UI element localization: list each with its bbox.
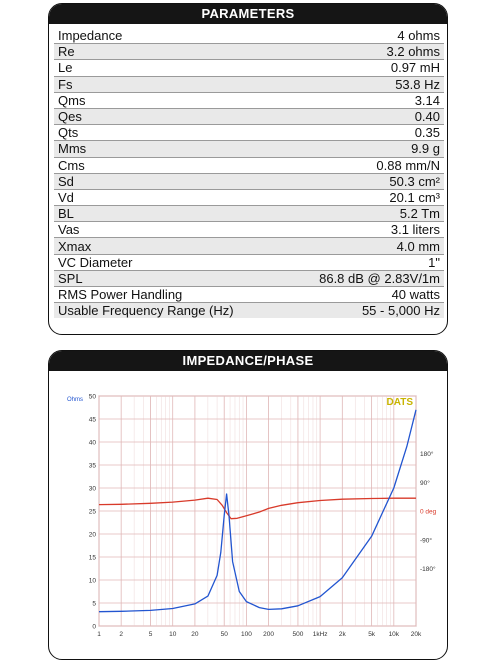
x-tick-label: 20 [191, 631, 199, 638]
parameter-value: 20.1 cm³ [283, 189, 444, 207]
parameter-label: Mms [54, 140, 284, 158]
impedance-phase-panel: IMPEDANCE/PHASE 1 2 5 10 20 50 100 200 500 1kHz 2k… [48, 350, 448, 660]
parameter-row: Xmax 4.0 mm [54, 237, 444, 255]
parameter-value: 9.9 g [283, 140, 444, 158]
parameter-value: 55 - 5,000 Hz [283, 302, 444, 319]
x-tick-label: 200 [263, 631, 274, 638]
x-tick-label: 20k [411, 631, 422, 638]
parameter-row: SPL 86.8 dB @ 2.83V/1m [54, 270, 444, 288]
parameter-label: Sd [54, 173, 284, 190]
x-tick-label: 50 [221, 631, 229, 638]
x-tick-label: 5 [149, 631, 153, 638]
x-tick-label: 2 [119, 631, 123, 638]
parameter-row: Qes 0.40 [54, 108, 444, 126]
parameter-row: Usable Frequency Range (Hz) 55 - 5,000 Hz [54, 302, 444, 319]
parameter-value: 3.1 liters [283, 221, 444, 239]
x-tick-label: 5k [368, 631, 376, 638]
phase-tick-label: -90° [420, 536, 432, 544]
parameter-label: Re [54, 43, 284, 61]
phase-tick-label: -180° [420, 565, 436, 573]
parameter-row: BL 5.2 Tm [54, 205, 444, 223]
x-tick-label: 10k [389, 631, 400, 638]
parameter-label: Le [54, 59, 284, 77]
y-tick-label: 20 [89, 532, 97, 539]
parameter-value: 3.14 [283, 92, 444, 109]
parameter-row: Vd 20.1 cm³ [54, 189, 444, 207]
impedance-phase-chart: 1 2 5 10 20 50 100 200 500 1kHz 2k 5k 10k 20k05101520… [67, 394, 437, 639]
parameter-row: Fs 53.8 Hz [54, 76, 444, 93]
y-tick-label: 45 [89, 417, 97, 424]
dats-watermark: DATS [387, 397, 414, 408]
parameter-value: 0.35 [283, 124, 444, 142]
parameter-row: Vas 3.1 liters [54, 221, 444, 239]
impedance-curve [98, 409, 417, 613]
parameter-label: Qts [54, 124, 284, 142]
parameter-value: 0.40 [283, 108, 444, 126]
y-tick-label: 10 [89, 578, 97, 585]
x-tick-label: 10 [169, 631, 177, 638]
parameter-value: 5.2 Tm [283, 205, 444, 223]
parameter-row: Mms 9.9 g [54, 140, 444, 158]
parameter-value: 3.2 ohms [283, 43, 444, 61]
x-tick-label: 1 [97, 631, 101, 638]
parameter-label: SPL [54, 270, 284, 288]
y-tick-label: 30 [89, 486, 97, 493]
parameter-label: Fs [54, 76, 284, 93]
parameter-row: Sd 50.3 cm² [54, 173, 444, 190]
x-tick-label: 1kHz [313, 631, 328, 638]
parameter-value: 50.3 cm² [283, 173, 444, 190]
parameter-row: Le 0.97 mH [54, 59, 444, 77]
y-tick-label: 25 [89, 509, 97, 516]
parameter-label: Usable Frequency Range (Hz) [54, 302, 284, 319]
parameter-label: Vas [54, 221, 284, 239]
y-tick-label: 0 [92, 624, 96, 631]
y-tick-label: 40 [89, 440, 97, 447]
parameter-value: 4 ohms [283, 28, 444, 45]
parameter-label: RMS Power Handling [54, 286, 284, 304]
parameter-label: BL [54, 205, 284, 223]
parameter-row: Impedance 4 ohms [54, 28, 444, 45]
parameter-value: 40 watts [283, 286, 444, 304]
parameter-value: 86.8 dB @ 2.83V/1m [283, 270, 444, 288]
parameter-row: Re 3.2 ohms [54, 43, 444, 61]
parameter-value: 0.97 mH [283, 59, 444, 77]
parameter-row: VC Diameter 1" [54, 254, 444, 271]
phase-tick-label: 180° [420, 450, 434, 458]
impedance-phase-title: IMPEDANCE/PHASE [49, 351, 447, 371]
y-tick-label: 15 [89, 555, 97, 562]
parameter-row: Qms 3.14 [54, 92, 444, 109]
parameter-label: VC Diameter [54, 254, 284, 271]
parameter-row: RMS Power Handling 40 watts [54, 286, 444, 304]
parameters-panel: PARAMETERS Impedance 4 ohms Re 3.2 ohms Le 0.… [48, 3, 448, 335]
x-tick-label: 100 [241, 631, 252, 638]
phase-tick-label: 90° [420, 479, 430, 487]
parameter-label: Impedance [54, 28, 284, 45]
phase-curve [98, 497, 416, 520]
parameter-value: 1" [283, 254, 444, 271]
left-unit-label: Ohms [67, 397, 83, 403]
parameter-row: Qts 0.35 [54, 124, 444, 142]
parameter-value: 0.88 mm/N [283, 157, 444, 174]
parameter-value: 4.0 mm [283, 237, 444, 255]
phase-tick-label: 0 deg [420, 509, 437, 516]
x-tick-label: 2k [339, 631, 347, 638]
y-tick-label: 35 [89, 463, 97, 470]
parameter-label: Vd [54, 189, 284, 207]
parameters-table: Impedance 4 ohms Re 3.2 ohms Le 0.97 mH Fs 53.8… [54, 28, 444, 319]
parameter-label: Xmax [54, 237, 284, 255]
parameter-row: Cms 0.88 mm/N [54, 157, 444, 174]
parameter-label: Qes [54, 108, 284, 126]
parameters-title: PARAMETERS [49, 4, 447, 24]
parameter-label: Cms [54, 157, 284, 174]
y-tick-label: 5 [92, 601, 96, 608]
parameter-label: Qms [54, 92, 284, 109]
parameter-value: 53.8 Hz [283, 76, 444, 93]
x-tick-label: 500 [292, 631, 303, 638]
y-tick-label: 50 [89, 394, 97, 401]
